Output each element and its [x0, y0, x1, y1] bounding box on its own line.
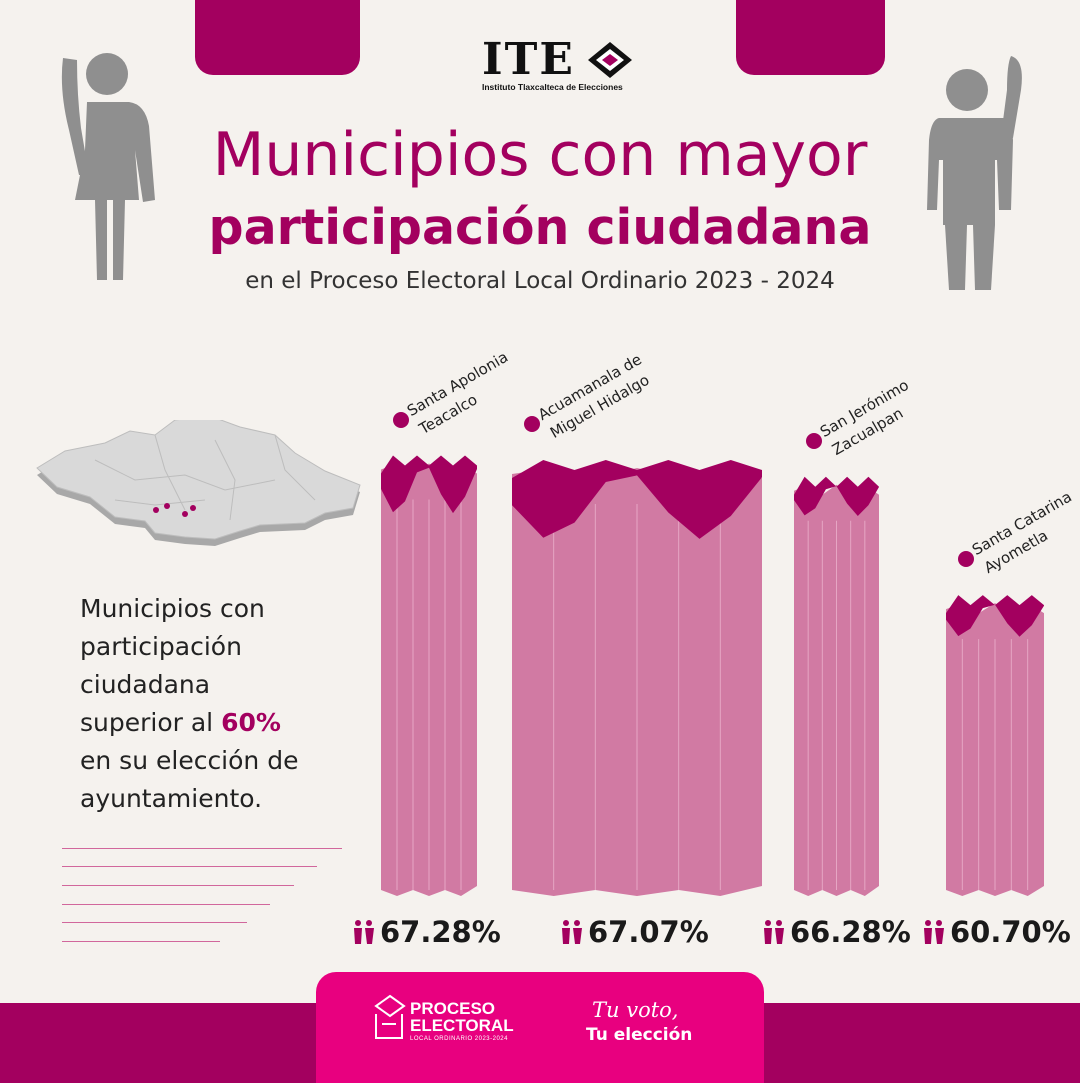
side-line-6: ayuntamiento. — [80, 784, 263, 813]
bar-top-map — [794, 476, 879, 516]
decor-rule — [62, 904, 270, 905]
people-icon — [764, 920, 784, 944]
man-silhouette-icon — [927, 56, 1022, 290]
proceso-small: LOCAL ORDINARIO 2023-2024 — [410, 1036, 508, 1042]
top-left-tab — [195, 0, 360, 75]
municipality-dot — [958, 551, 974, 568]
bar — [381, 455, 477, 896]
bar-top-map — [512, 460, 762, 539]
side-line-4: superior al 60% — [80, 704, 360, 742]
decor-rule — [62, 922, 247, 923]
bar-top-map — [381, 455, 477, 514]
value-text: 67.28% — [380, 915, 501, 949]
people-icon — [562, 920, 582, 944]
people-icon — [924, 920, 944, 944]
subtitle: en el Proceso Electoral Local Ordinario … — [245, 268, 835, 294]
side-line-5: en su elección de — [80, 746, 299, 775]
title-line-1: Municipios con mayor — [212, 120, 868, 190]
slogan-line-2: Tu elección — [586, 1025, 693, 1045]
municipality-dot — [806, 432, 822, 449]
value-label: 60.70% — [922, 910, 1071, 954]
municipality-dot — [524, 415, 540, 432]
logo-text: ITE — [482, 34, 575, 85]
slogan-line-1: Tu voto, — [592, 998, 679, 1022]
decor-rule — [62, 885, 294, 886]
logo-subtitle: Instituto Tlaxcalteca de Elecciones — [482, 82, 623, 92]
ballot-box-outline-icon — [374, 994, 406, 1039]
side-line-2: participación — [80, 632, 242, 661]
proceso-title: PROCESO ELECTORAL — [410, 1000, 514, 1034]
decor-rule — [62, 866, 317, 867]
value-label: 67.07% — [560, 910, 709, 954]
title-line-2: participación ciudadana — [208, 199, 872, 256]
proceso-line-1: PROCESO — [410, 999, 496, 1018]
bar — [512, 460, 762, 896]
bar — [794, 476, 879, 896]
proceso-line-2: ELECTORAL — [410, 1016, 514, 1035]
municipality-dot — [393, 411, 409, 428]
bar — [946, 595, 1044, 896]
side-line-3: ciudadana — [80, 670, 211, 699]
ballot-box-icon — [588, 42, 632, 78]
woman-silhouette-icon — [61, 53, 155, 280]
value-text: 66.28% — [790, 915, 911, 949]
side-line-4-highlight: 60% — [221, 708, 281, 737]
value-label: 67.28% — [352, 910, 501, 954]
value-text: 60.70% — [950, 915, 1071, 949]
value-text: 67.07% — [588, 915, 709, 949]
side-description: Municipios con participación ciudadana s… — [80, 590, 360, 818]
decor-rule — [62, 848, 342, 849]
bar-top-map — [946, 595, 1044, 637]
side-line-1: Municipios con — [80, 594, 265, 623]
footer-center-panel — [316, 972, 764, 1083]
side-line-4-prefix: superior al — [80, 708, 222, 737]
ite-logo: ITE Instituto Tlaxcalteca de Elecciones — [482, 38, 642, 96]
people-icon — [354, 920, 374, 944]
value-label: 66.28% — [762, 910, 911, 954]
decor-rule — [62, 941, 220, 942]
top-right-tab — [736, 0, 885, 75]
proceso-electoral-logo: PROCESO ELECTORAL LOCAL ORDINARIO 2023-2… — [372, 990, 532, 1060]
tlaxcala-map — [36, 420, 361, 546]
chart-plot-area — [381, 455, 1044, 896]
